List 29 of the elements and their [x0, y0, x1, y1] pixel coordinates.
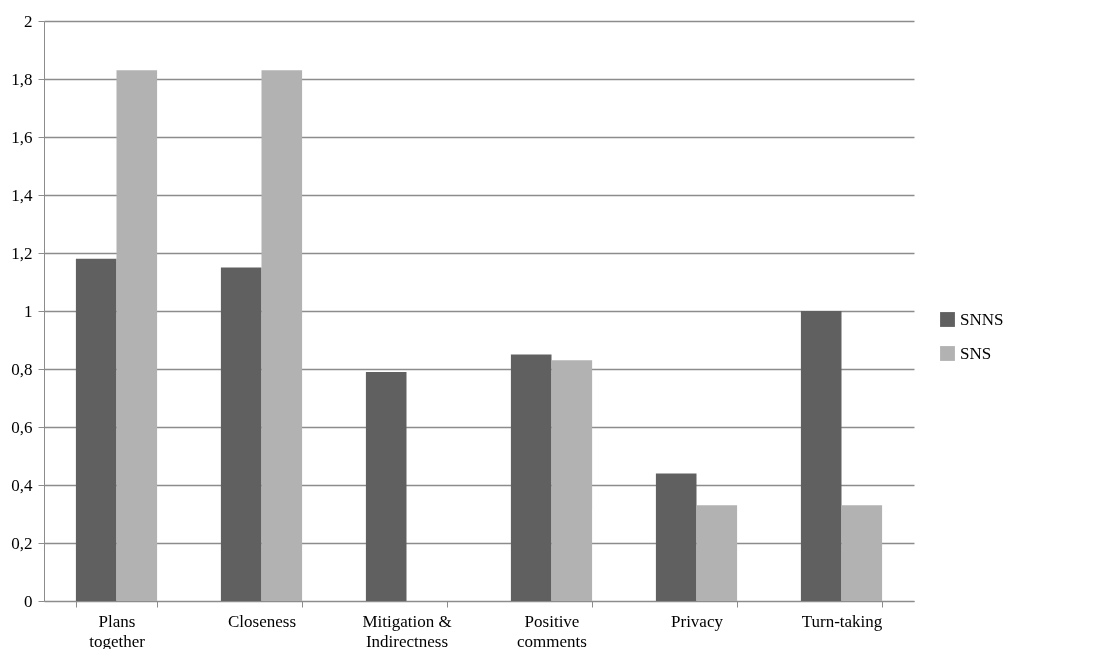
y-tick-label: 1,2	[11, 243, 33, 263]
legend-label: SNNS	[960, 309, 1004, 329]
bar	[655, 473, 697, 601]
x-tick-label: Closeness	[228, 611, 296, 631]
bar	[551, 360, 593, 601]
legend-label: SNS	[960, 343, 992, 363]
y-tick-label: 0,2	[11, 533, 33, 553]
x-tick-label: Mitigation & Indirectness	[362, 611, 452, 651]
y-tick-label: 0	[24, 591, 33, 611]
bar	[365, 371, 407, 601]
bar	[800, 311, 842, 601]
y-tick-label: 1,8	[11, 69, 33, 89]
bar	[510, 354, 552, 601]
x-tick-label: Positive comments	[517, 611, 587, 651]
y-tick-label: 1,6	[11, 127, 33, 147]
y-tick-label: 0,4	[11, 475, 33, 495]
y-tick-label: 0,6	[11, 417, 33, 437]
bar	[261, 70, 303, 601]
y-tick-label: 0,8	[11, 359, 33, 379]
bar	[841, 505, 883, 601]
y-tick-label: 1	[24, 301, 33, 321]
bar	[696, 505, 738, 601]
bar	[75, 258, 117, 601]
y-tick-label: 2	[24, 11, 33, 31]
x-tick-label: Privacy	[671, 611, 724, 631]
y-tick-label: 1,4	[11, 185, 33, 205]
x-tick-label: Turn-taking	[801, 611, 883, 631]
bar	[220, 267, 262, 601]
bar	[116, 70, 158, 601]
